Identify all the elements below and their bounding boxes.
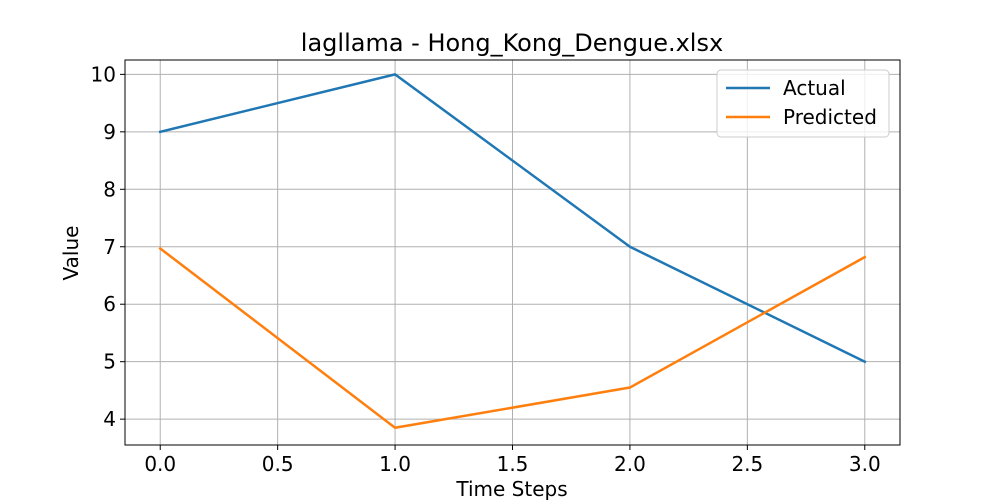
series-line-actual [158,73,867,364]
x-tick-label: 0.5 [262,452,294,476]
x-tick-label: 0.0 [144,452,176,476]
y-tick-label: 5 [103,350,116,374]
y-tick-label: 10 [91,62,116,86]
x-tick-label: 3.0 [849,452,881,476]
x-tick-label: 2.5 [731,452,763,476]
y-axis-title: Value [59,226,83,281]
y-tick-label: 7 [103,235,116,259]
legend: Actual Predicted [716,69,890,138]
y-tick-label: 8 [103,177,116,201]
x-tick-label: 2.0 [614,452,646,476]
chart-title: lagllama - Hong_Kong_Dengue.xlsx [301,29,723,57]
ticks: 0.0 0.5 1.0 1.5 2.0 2.5 3.0 4 5 6 7 8 9 10 [91,62,881,476]
x-axis-title: Time Steps [455,477,567,500]
series-line-predicted [158,246,867,430]
x-tick-label: 1.0 [379,452,411,476]
y-tick-label: 4 [103,407,116,431]
grid [125,60,900,445]
legend-label-actual: Actual [783,76,846,100]
y-tick-label: 6 [103,292,116,316]
legend-label-predicted: Predicted [783,105,877,129]
x-tick-label: 1.5 [497,452,529,476]
y-tick-label: 9 [103,120,116,144]
series-group [158,73,867,430]
